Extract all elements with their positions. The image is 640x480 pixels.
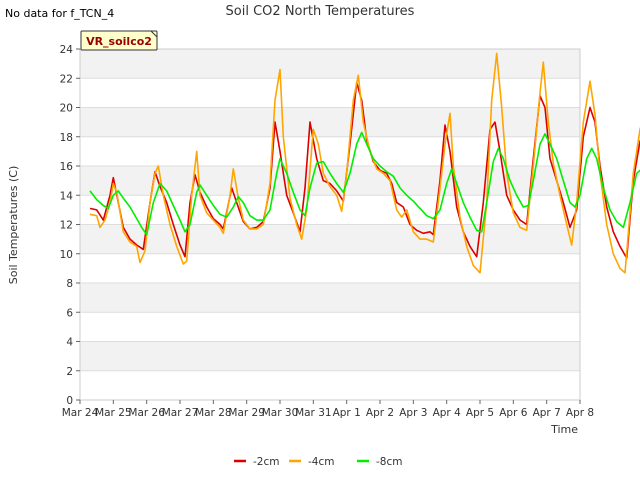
y-tick-label: 6	[66, 307, 73, 319]
y-tick-label: 0	[66, 395, 73, 407]
x-tick-label: Mar 31	[295, 407, 332, 419]
grid-band	[80, 49, 580, 79]
legend-label: -4cm	[308, 456, 334, 468]
y-tick-label: 2	[66, 366, 73, 378]
y-tick-label: 16	[60, 161, 74, 173]
y-axis-title: Soil Temperatures (C)	[7, 166, 20, 285]
x-tick-label: Apr 8	[566, 407, 594, 419]
grid-band	[80, 107, 580, 137]
x-tick-label: Apr 6	[499, 407, 528, 419]
x-axis-title: Time	[550, 423, 578, 436]
grid-band	[80, 341, 580, 371]
series-line-8cmcm	[89, 131, 640, 236]
x-tick-label: Mar 29	[228, 407, 265, 419]
grid-band	[80, 283, 580, 313]
grid-band	[80, 224, 580, 254]
x-tick-label: Apr 5	[466, 407, 494, 419]
x-tick-label: Mar 30	[262, 407, 299, 419]
series-line-2cmcm	[89, 81, 640, 259]
x-tick-label: Apr 2	[366, 407, 394, 419]
x-tick-label: Mar 27	[162, 407, 199, 419]
chart-title: Soil CO2 North Temperatures	[226, 4, 415, 19]
y-tick-label: 24	[60, 44, 74, 56]
x-tick-label: Apr 4	[433, 407, 462, 419]
x-tick-label: Mar 25	[95, 407, 132, 419]
legend-label: -8cm	[376, 456, 402, 468]
x-tick-label: Mar 28	[195, 407, 232, 419]
y-tick-label: 14	[60, 190, 74, 202]
y-tick-label: 8	[66, 278, 73, 290]
legend: -2cm -4cm -8cm	[234, 456, 402, 468]
y-tick-label: 4	[66, 337, 73, 349]
series	[89, 52, 640, 274]
x-tick-label: Mar 24	[62, 407, 99, 419]
y-tick-label: 18	[60, 132, 73, 144]
x-tick-label: Apr 1	[333, 407, 361, 419]
site-label-box: VR_soilco2	[80, 30, 158, 51]
x-tick-label: Apr 3	[399, 407, 427, 419]
y-tick-label: 10	[60, 249, 73, 261]
y-tick-label: 22	[60, 73, 73, 85]
y-tick-label: 20	[60, 103, 73, 115]
no-data-message: No data for f_TCN_4	[5, 7, 115, 20]
site-label: VR_soilco2	[86, 35, 152, 48]
series-line-4cmcm	[89, 52, 640, 274]
legend-label: -2cm	[253, 456, 279, 468]
grid	[80, 48, 580, 401]
x-tick-label: Mar 26	[128, 407, 165, 419]
grid-band	[80, 166, 580, 196]
y-tick-label: 12	[60, 220, 73, 232]
x-tick-label: Apr 7	[533, 407, 561, 419]
